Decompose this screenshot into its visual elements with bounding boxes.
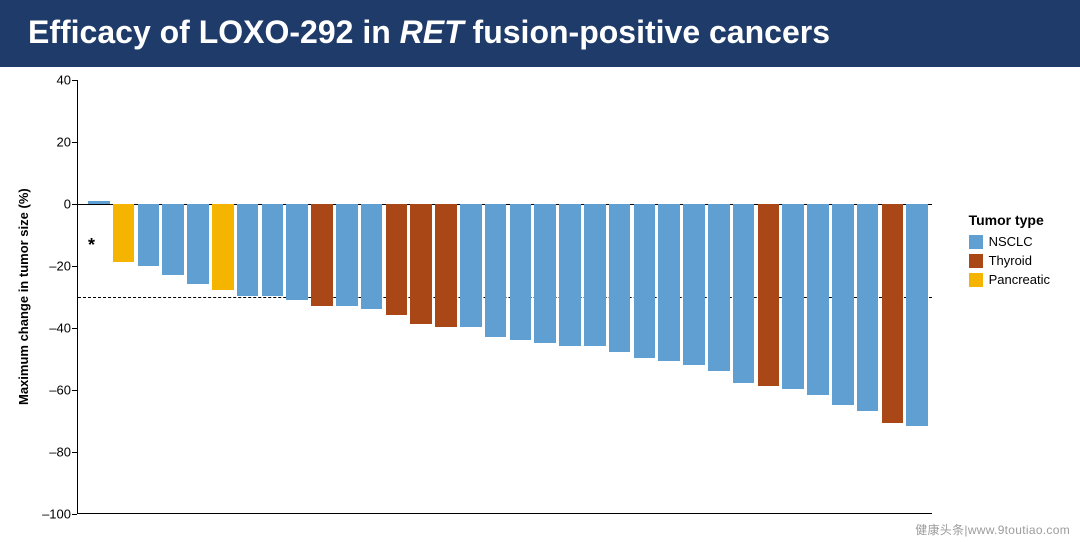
waterfall-bar bbox=[857, 204, 879, 411]
legend: Tumor type NSCLC Thyroid Pancreatic bbox=[969, 212, 1050, 291]
y-tick-label: –20 bbox=[49, 259, 71, 274]
bar-slot bbox=[857, 80, 879, 513]
y-axis-ticks: 40200–20–40–60–80–100 bbox=[37, 80, 77, 514]
y-tick-label: 20 bbox=[57, 135, 71, 150]
waterfall-bar bbox=[882, 204, 904, 424]
chart-area: Maximum change in tumor size (%) 40 20 0 –2… bbox=[0, 72, 1080, 542]
y-tick-label: –40 bbox=[49, 321, 71, 336]
bar-slot bbox=[683, 80, 705, 513]
bar-slot bbox=[634, 80, 656, 513]
bar-slot bbox=[782, 80, 804, 513]
bar-slot bbox=[733, 80, 755, 513]
legend-item: Pancreatic bbox=[969, 272, 1050, 287]
legend-swatch bbox=[969, 273, 983, 287]
bar-slot: * bbox=[88, 80, 110, 513]
legend-label: Thyroid bbox=[989, 253, 1032, 268]
bar-slot bbox=[138, 80, 160, 513]
bar-slot bbox=[510, 80, 532, 513]
waterfall-bar bbox=[485, 204, 507, 337]
waterfall-bar bbox=[410, 204, 432, 325]
bar-slot bbox=[534, 80, 556, 513]
bar-slot bbox=[237, 80, 259, 513]
waterfall-bar bbox=[733, 204, 755, 383]
bar-slot bbox=[336, 80, 358, 513]
bar-slot bbox=[559, 80, 581, 513]
y-axis-label: Maximum change in tumor size (%) bbox=[14, 80, 33, 514]
bar-slot bbox=[485, 80, 507, 513]
waterfall-bar bbox=[88, 201, 110, 204]
waterfall-bar bbox=[658, 204, 680, 362]
bar-slot bbox=[361, 80, 383, 513]
bar-slot bbox=[758, 80, 780, 513]
y-tick-label: –80 bbox=[49, 445, 71, 460]
waterfall-bar bbox=[311, 204, 333, 306]
waterfall-bar bbox=[386, 204, 408, 315]
bar-slot bbox=[286, 80, 308, 513]
bar-slot bbox=[187, 80, 209, 513]
bar-slot bbox=[708, 80, 730, 513]
waterfall-bar bbox=[634, 204, 656, 359]
waterfall-bar bbox=[683, 204, 705, 365]
legend-swatch bbox=[969, 235, 983, 249]
waterfall-bar bbox=[708, 204, 730, 371]
bar-slot bbox=[162, 80, 184, 513]
waterfall-bar bbox=[584, 204, 606, 346]
waterfall-bar bbox=[460, 204, 482, 328]
waterfall-bar bbox=[758, 204, 780, 386]
waterfall-bar bbox=[534, 204, 556, 343]
bar-slot bbox=[410, 80, 432, 513]
bar-slot bbox=[832, 80, 854, 513]
y-tick-label: –60 bbox=[49, 383, 71, 398]
waterfall-bar bbox=[782, 204, 804, 390]
y-tick-mark bbox=[72, 514, 77, 515]
waterfall-bar bbox=[162, 204, 184, 275]
bar-slot bbox=[435, 80, 457, 513]
bar-slot bbox=[807, 80, 829, 513]
waterfall-bar bbox=[336, 204, 358, 306]
legend-swatch bbox=[969, 254, 983, 268]
bar-slot bbox=[212, 80, 234, 513]
bar-slot bbox=[311, 80, 333, 513]
bar-slot bbox=[386, 80, 408, 513]
waterfall-bar bbox=[906, 204, 928, 427]
y-tick-label: 40 bbox=[57, 73, 71, 88]
waterfall-bar bbox=[832, 204, 854, 405]
waterfall-bar bbox=[237, 204, 259, 297]
plot-region: * bbox=[77, 80, 932, 514]
waterfall-bar bbox=[212, 204, 234, 291]
y-tick-label: 0 bbox=[64, 197, 71, 212]
waterfall-bar bbox=[435, 204, 457, 328]
bar-slot bbox=[882, 80, 904, 513]
legend-item: Thyroid bbox=[969, 253, 1050, 268]
annotation-asterisk: * bbox=[88, 235, 95, 256]
legend-title: Tumor type bbox=[969, 212, 1050, 228]
bar-slot bbox=[658, 80, 680, 513]
waterfall-bar bbox=[609, 204, 631, 352]
watermark-text: 健康头条|www.9toutiao.com bbox=[915, 521, 1070, 538]
bar-slot bbox=[609, 80, 631, 513]
title-bar: Efficacy of LOXO-292 in RET fusion-posit… bbox=[0, 0, 1080, 67]
waterfall-bar bbox=[286, 204, 308, 300]
legend-label: NSCLC bbox=[989, 234, 1033, 249]
bar-slot bbox=[113, 80, 135, 513]
legend-label: Pancreatic bbox=[989, 272, 1050, 287]
bar-slot bbox=[906, 80, 928, 513]
waterfall-bar bbox=[807, 204, 829, 396]
y-tick-label: –100 bbox=[42, 507, 71, 522]
bar-slot bbox=[262, 80, 284, 513]
waterfall-bar bbox=[262, 204, 284, 297]
bar-container: * bbox=[78, 80, 932, 513]
bar-slot bbox=[584, 80, 606, 513]
legend-item: NSCLC bbox=[969, 234, 1050, 249]
waterfall-bar bbox=[361, 204, 383, 309]
waterfall-bar bbox=[187, 204, 209, 284]
chart-title: Efficacy of LOXO-292 in RET fusion-posit… bbox=[28, 14, 1052, 51]
waterfall-bar bbox=[138, 204, 160, 266]
waterfall-bar bbox=[510, 204, 532, 340]
waterfall-bar bbox=[113, 204, 135, 263]
bar-slot bbox=[460, 80, 482, 513]
waterfall-bar bbox=[559, 204, 581, 346]
